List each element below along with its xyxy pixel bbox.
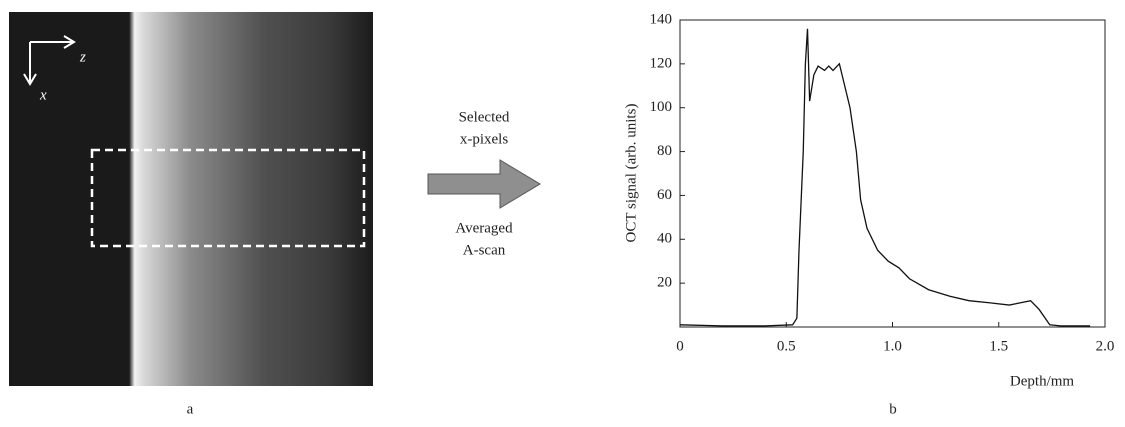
x-tick-label: 0.5 bbox=[777, 338, 796, 354]
axis-z: z bbox=[79, 49, 86, 65]
data-line bbox=[679, 28, 1091, 327]
axis-x: x bbox=[39, 87, 47, 103]
x-tick-label: 0 bbox=[676, 338, 684, 354]
x-tick-label: 1.0 bbox=[883, 338, 902, 354]
oct-image bbox=[9, 12, 373, 386]
y-tick-label: 120 bbox=[650, 55, 673, 71]
plot-frame bbox=[679, 19, 1106, 328]
y-tick-label: 60 bbox=[657, 187, 672, 203]
panel-label: a bbox=[187, 401, 194, 417]
y-tick-label: 80 bbox=[657, 143, 672, 159]
x-tick-label: 2.0 bbox=[1096, 338, 1115, 354]
x-axis-label: Depth/mm bbox=[1010, 373, 1074, 389]
arrow-text: Selected bbox=[459, 109, 510, 125]
arrow bbox=[427, 159, 541, 209]
y-tick-label: 100 bbox=[650, 99, 673, 115]
line-chart: Depth/mm OCT signal (arb. units) b 0 0.5 1… bbox=[623, 11, 1114, 417]
axes-glyph bbox=[23, 35, 76, 86]
arrow-text: A-scan bbox=[463, 242, 506, 258]
y-axis-label: OCT signal (arb. units) bbox=[623, 104, 639, 243]
x-tick-label: 1.5 bbox=[989, 338, 1008, 354]
y-tick-label: 20 bbox=[657, 275, 672, 291]
selection-box bbox=[90, 148, 366, 248]
panel-label: b bbox=[889, 401, 897, 417]
y-tick-label: 140 bbox=[650, 11, 673, 27]
arrow-text: Averaged bbox=[455, 220, 513, 236]
y-tick-label: 40 bbox=[657, 231, 672, 247]
arrow-text: x-pixels bbox=[460, 131, 508, 147]
